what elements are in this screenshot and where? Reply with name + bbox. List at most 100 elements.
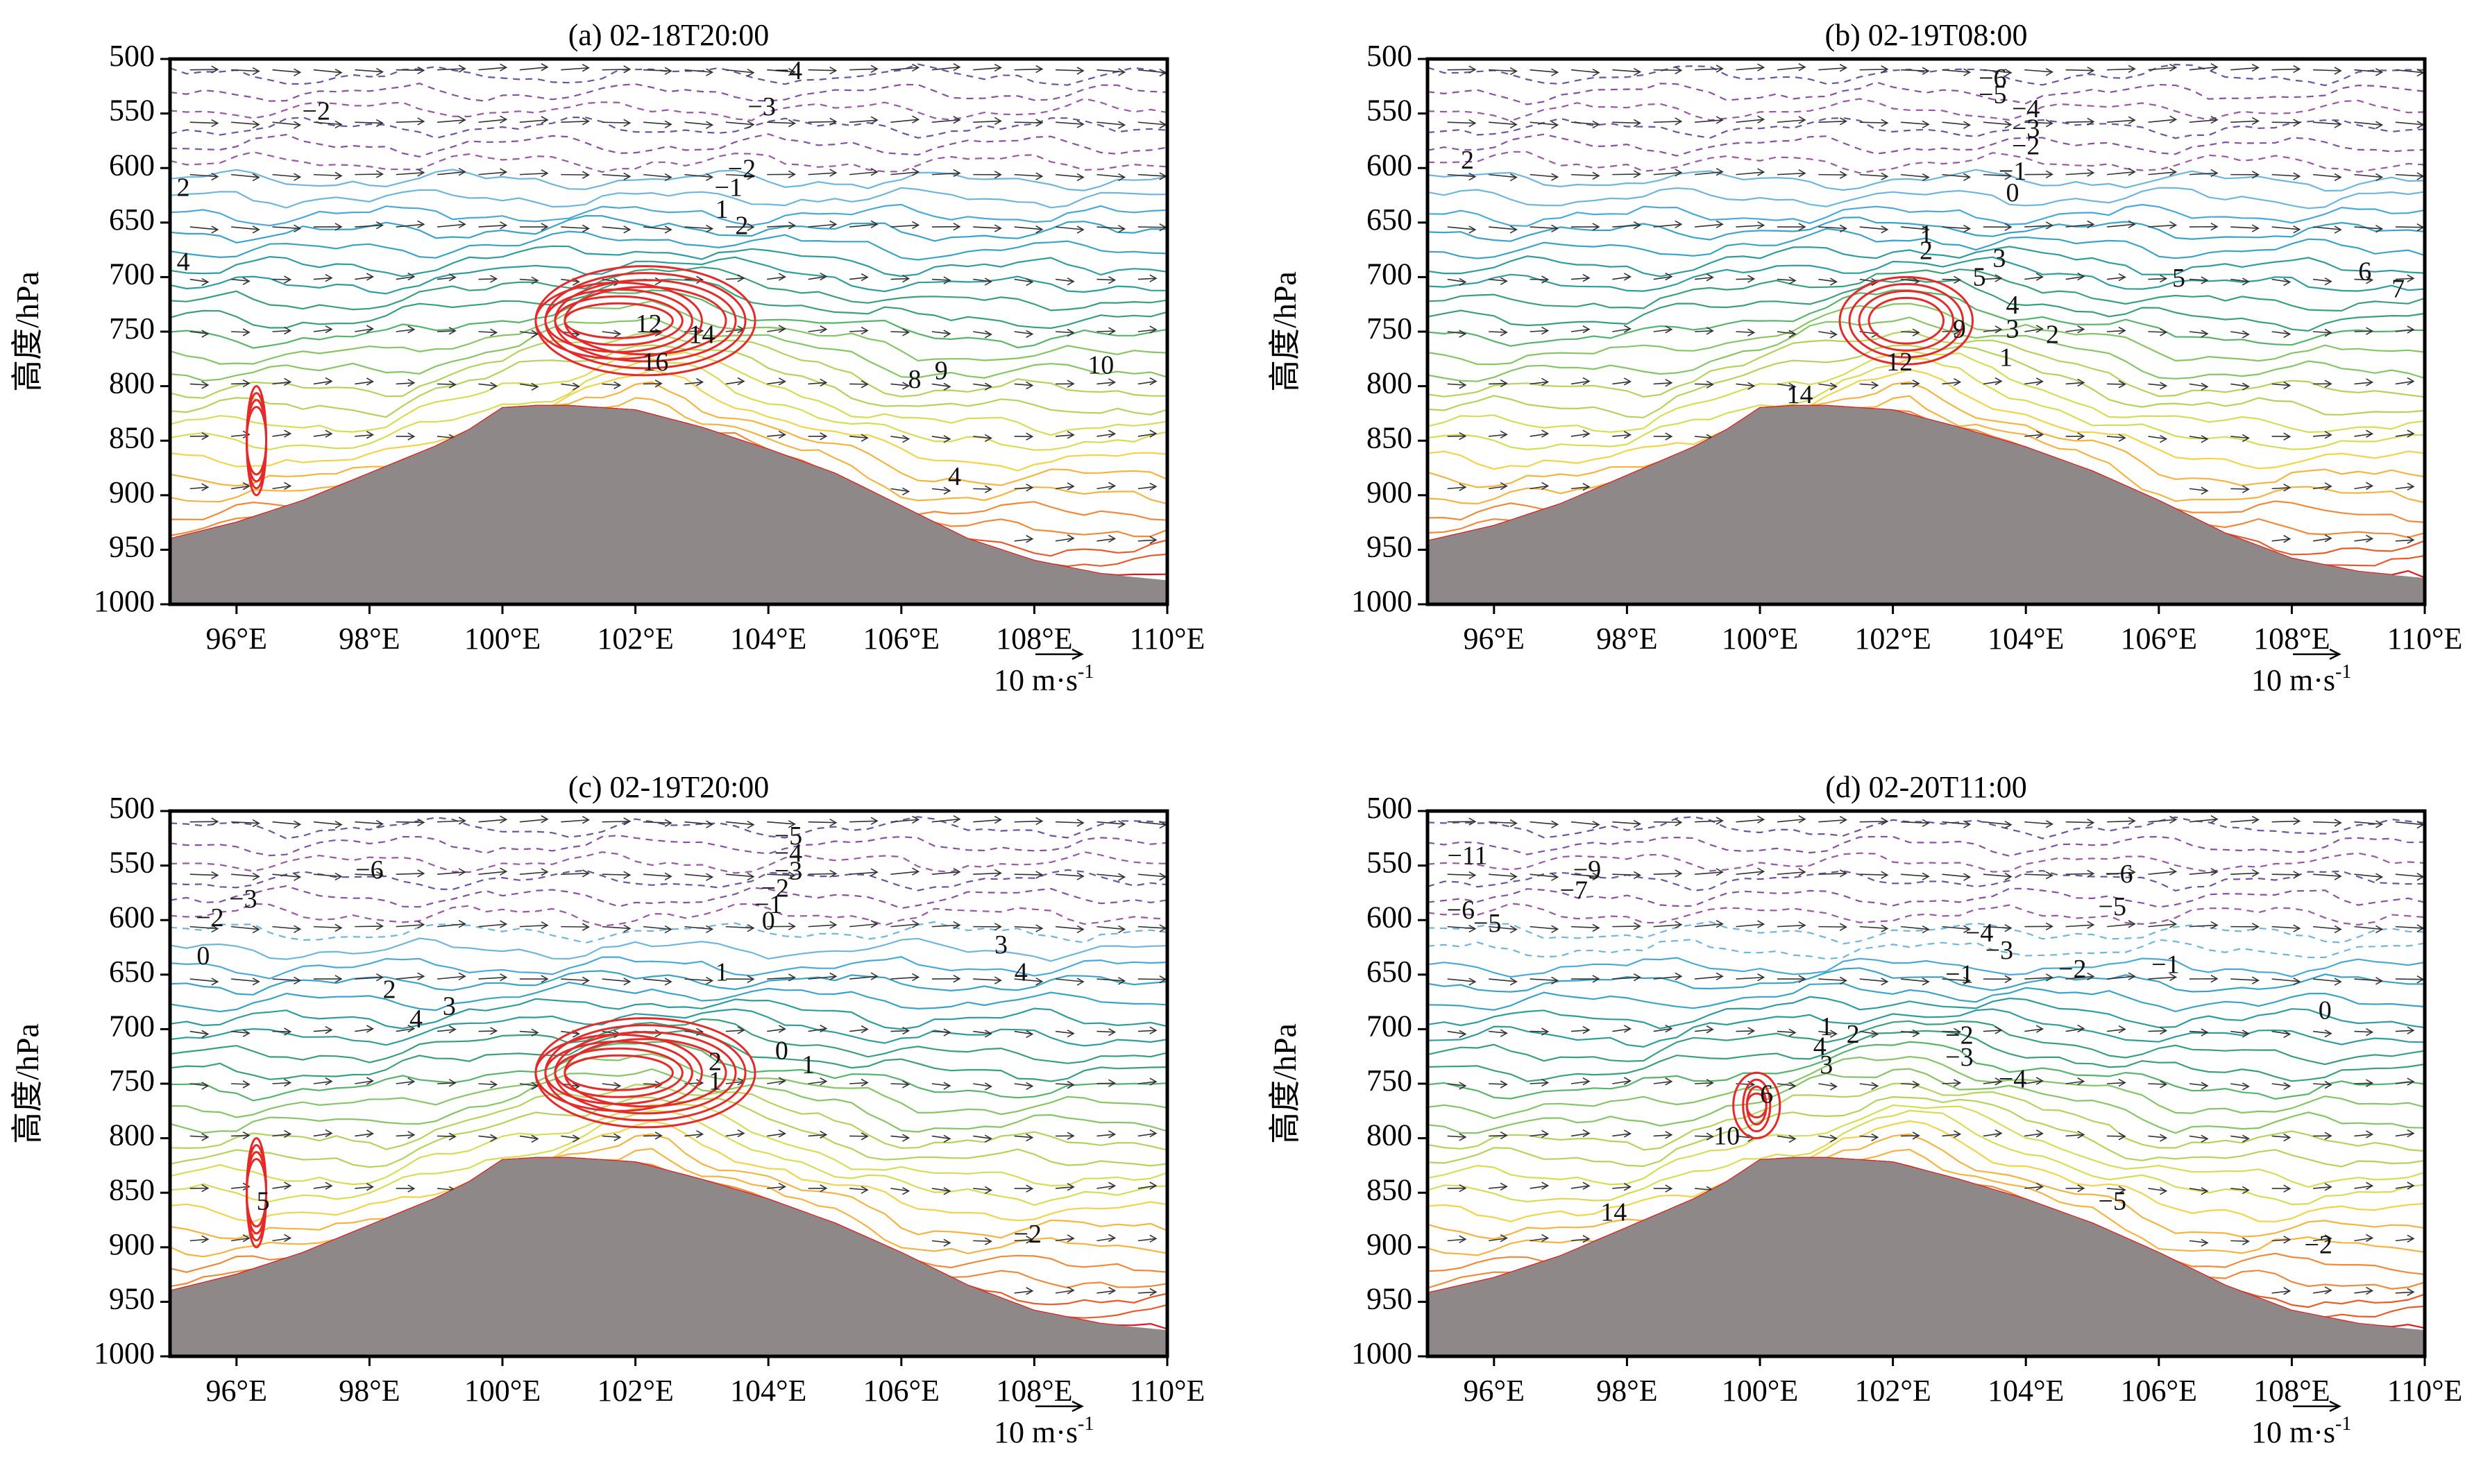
wind-vector-head bbox=[490, 275, 498, 283]
wind-vector-head bbox=[1716, 220, 1724, 228]
wind-vector-head bbox=[747, 975, 755, 984]
wind-vector bbox=[2189, 871, 2217, 875]
wind-vector bbox=[2189, 1083, 2208, 1086]
wind-vector-head bbox=[2128, 65, 2136, 73]
wind-vector bbox=[437, 330, 456, 332]
wind-vector bbox=[1612, 1080, 1631, 1084]
wind-vector-head bbox=[1675, 117, 1683, 126]
wind-vector-head bbox=[1633, 871, 1641, 880]
x-tick-label: 102°E bbox=[1854, 622, 1931, 656]
wind-vector-head bbox=[242, 430, 251, 439]
wind-vector bbox=[1653, 975, 1682, 980]
wind-vector-head bbox=[201, 1133, 210, 1141]
wind-vector bbox=[1859, 121, 1888, 124]
wind-vector-head bbox=[1675, 818, 1683, 827]
wind-vector bbox=[2065, 223, 2094, 228]
wind-vector bbox=[1055, 978, 1084, 982]
wind-vector bbox=[1983, 926, 2011, 929]
wind-vector bbox=[1447, 1083, 1466, 1086]
precip-contour bbox=[1742, 1078, 1772, 1133]
wind-vector-head bbox=[1798, 116, 1806, 124]
wind-vector bbox=[1983, 69, 2011, 74]
wind-vector-head bbox=[1829, 1134, 1838, 1143]
wind-vector bbox=[1736, 976, 1764, 980]
wind-vector bbox=[931, 66, 960, 71]
wind-vector bbox=[2312, 926, 2341, 930]
wind-vector bbox=[725, 873, 754, 878]
wind-vector bbox=[561, 67, 589, 71]
wind-vector bbox=[808, 975, 836, 980]
wind-vector bbox=[1056, 821, 1084, 824]
wind-vector bbox=[725, 329, 744, 332]
wind-vector-head bbox=[829, 972, 838, 981]
contour-line bbox=[1428, 957, 2425, 978]
wind-vector-head bbox=[984, 485, 992, 493]
contour-line bbox=[1428, 268, 2425, 312]
wind-vector-head bbox=[284, 1078, 292, 1087]
wind-vector-head bbox=[1582, 1235, 1591, 1243]
wind-vector bbox=[2354, 1082, 2373, 1084]
wind-vector-head bbox=[1881, 225, 1889, 234]
wind-vector bbox=[313, 277, 332, 280]
wind-vector bbox=[890, 278, 909, 280]
wind-vector-head bbox=[1468, 225, 1477, 234]
wind-vector bbox=[1736, 871, 1764, 875]
wind-vector bbox=[1818, 278, 1837, 282]
wind-vector-head bbox=[1706, 273, 1714, 282]
wind-vector bbox=[1447, 1238, 1466, 1242]
wind-vector-head bbox=[458, 972, 466, 980]
wind-vector bbox=[2107, 1082, 2126, 1084]
wind-vector-head bbox=[778, 377, 786, 386]
wind-vector-head bbox=[1994, 325, 2003, 334]
contour-label: 4 bbox=[948, 462, 961, 491]
wind-vector bbox=[1901, 978, 1929, 982]
wind-vector bbox=[2312, 121, 2341, 125]
wind-vector-head bbox=[366, 273, 374, 281]
wind-vector bbox=[808, 328, 827, 332]
wind-vector bbox=[2024, 276, 2043, 280]
wind-vector-head bbox=[2045, 820, 2053, 828]
wind-vector-head bbox=[2324, 379, 2332, 388]
wind-vector-head bbox=[2035, 1025, 2044, 1033]
wind-vector bbox=[767, 328, 786, 332]
wind-vector-head bbox=[284, 377, 292, 386]
wind-vector bbox=[2395, 433, 2414, 437]
wind-vector bbox=[1983, 173, 2011, 177]
wind-vector bbox=[602, 926, 630, 930]
y-tick-label: 650 bbox=[1366, 203, 1412, 237]
wind-vector bbox=[2271, 926, 2300, 929]
wind-vector-head bbox=[2366, 327, 2374, 335]
wind-vector bbox=[1014, 978, 1042, 982]
contour-label: 14 bbox=[1600, 1197, 1627, 1227]
wind-vector-head bbox=[325, 1077, 333, 1086]
wind-vector bbox=[272, 226, 300, 230]
wind-vector-head bbox=[2201, 486, 2209, 495]
wind-vector-head bbox=[1500, 1182, 1508, 1191]
wind-vector-head bbox=[2407, 325, 2415, 334]
wind-vector bbox=[1137, 486, 1156, 490]
wind-vector-head bbox=[613, 1082, 622, 1090]
wind-vector-head bbox=[861, 273, 869, 282]
wind-vector-head bbox=[1035, 225, 1044, 234]
wind-vector bbox=[355, 1028, 373, 1032]
wind-vector bbox=[1695, 820, 1723, 823]
y-tick-label: 800 bbox=[1366, 366, 1412, 400]
y-tick-label: 700 bbox=[109, 257, 155, 291]
wind-vector-head bbox=[1509, 819, 1518, 828]
wind-vector bbox=[1736, 171, 1764, 176]
wind-vector bbox=[1137, 278, 1156, 280]
wind-vector-head bbox=[2366, 429, 2374, 438]
wind-vector bbox=[1942, 226, 1970, 230]
contour-line bbox=[1428, 1020, 2425, 1066]
wind-vector bbox=[1736, 67, 1764, 71]
wind-vector bbox=[1014, 873, 1042, 876]
wind-vector bbox=[1530, 330, 1548, 332]
contour-label: 3 bbox=[994, 930, 1008, 960]
wind-vector-head bbox=[1623, 431, 1632, 439]
wind-vector bbox=[767, 121, 795, 124]
wind-vector bbox=[1530, 173, 1558, 178]
wind-vector-head bbox=[1459, 278, 1467, 287]
wind-vector-head bbox=[2210, 222, 2219, 231]
contour-label: −5 bbox=[2099, 1187, 2126, 1216]
